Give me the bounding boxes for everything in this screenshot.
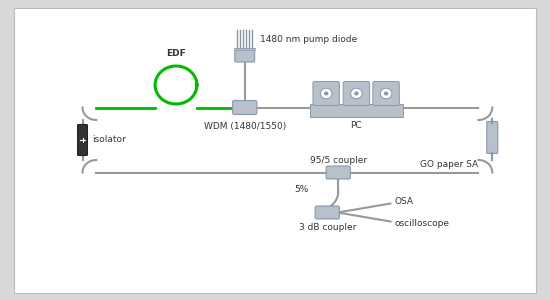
Text: PC: PC (350, 122, 362, 130)
FancyBboxPatch shape (78, 124, 87, 155)
Circle shape (321, 88, 332, 99)
Text: EDF: EDF (166, 50, 186, 58)
FancyBboxPatch shape (313, 82, 339, 106)
FancyBboxPatch shape (235, 49, 255, 62)
Text: 95/5 coupler: 95/5 coupler (310, 156, 367, 165)
Text: isolator: isolator (92, 136, 126, 145)
Text: 3 dB coupler: 3 dB coupler (299, 224, 356, 232)
FancyBboxPatch shape (233, 100, 257, 115)
FancyBboxPatch shape (487, 122, 498, 154)
Text: oscilloscope: oscilloscope (395, 220, 450, 229)
FancyBboxPatch shape (343, 82, 370, 106)
Text: 1480 nm pump diode: 1480 nm pump diode (260, 34, 358, 43)
FancyBboxPatch shape (310, 104, 403, 117)
Circle shape (384, 92, 388, 95)
Circle shape (354, 92, 359, 95)
Circle shape (324, 92, 328, 95)
FancyBboxPatch shape (373, 82, 399, 106)
Text: 5%: 5% (295, 184, 309, 194)
Circle shape (381, 88, 392, 99)
FancyBboxPatch shape (234, 47, 255, 50)
Circle shape (351, 88, 362, 99)
Text: WDM (1480/1550): WDM (1480/1550) (204, 122, 286, 130)
FancyBboxPatch shape (315, 206, 339, 219)
Text: GO paper SA: GO paper SA (420, 160, 478, 169)
FancyBboxPatch shape (326, 166, 350, 179)
FancyBboxPatch shape (14, 8, 536, 292)
Text: OSA: OSA (395, 196, 414, 206)
